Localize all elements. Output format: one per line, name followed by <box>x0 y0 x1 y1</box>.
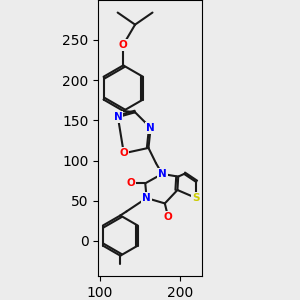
Text: N: N <box>158 169 167 179</box>
Text: N: N <box>113 112 122 122</box>
Text: O: O <box>164 212 172 222</box>
Text: S: S <box>192 193 200 203</box>
Text: O: O <box>119 148 128 158</box>
Text: N: N <box>146 123 155 133</box>
Text: N: N <box>142 193 151 203</box>
Text: O: O <box>119 40 128 50</box>
Text: O: O <box>126 178 135 188</box>
